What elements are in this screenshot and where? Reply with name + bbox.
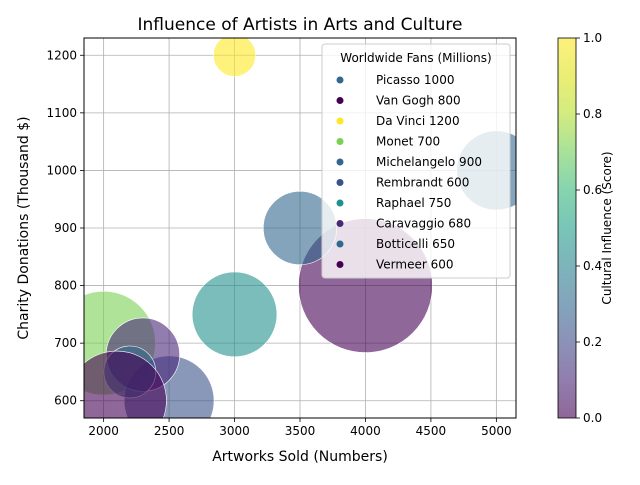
- colorbar-label: Cultural Influence (Score): [600, 151, 614, 304]
- legend-marker: [336, 76, 344, 84]
- colorbar-frame: [557, 37, 577, 419]
- legend: Worldwide Fans (Millions) Picasso 1000 Va…: [321, 43, 511, 279]
- legend-entry-label: Da Vinci 1200: [376, 114, 460, 128]
- colorbar-ticks: 0.0 0.2 0.4 0.6 0.8 1.0: [576, 31, 602, 425]
- legend-entry-label: Monet 700: [376, 135, 440, 149]
- y-axis-ticks: 600 700 800 900 1000 1100 1200: [46, 48, 84, 408]
- x-tick-label: 3000: [219, 424, 250, 438]
- y-tick-label: 1100: [46, 106, 77, 120]
- colorbar-tick-label: 0.8: [583, 107, 602, 121]
- legend-marker: [336, 138, 344, 145]
- x-axis-ticks: 2000 2500 3000 3500 4000 4500 5000: [88, 418, 512, 438]
- y-tick-label: 1000: [46, 163, 77, 177]
- chart-title: Influence of Artists in Arts and Culture: [137, 15, 462, 35]
- x-tick-label: 4500: [416, 424, 447, 438]
- legend-marker: [336, 158, 344, 166]
- legend-entry-label: Michelangelo 900: [376, 155, 482, 169]
- legend-marker: [336, 240, 344, 248]
- legend-title: Worldwide Fans (Millions): [340, 51, 491, 65]
- legend-entry-label: Vermeer 600: [376, 258, 454, 272]
- point-da-vinci: [213, 38, 257, 77]
- y-tick-label: 800: [54, 279, 77, 293]
- legend-entry-label: Raphael 750: [376, 196, 451, 210]
- colorbar-tick-label: 0.6: [583, 183, 602, 197]
- legend-entry-label: Caravaggio 680: [376, 217, 471, 231]
- legend-marker: [336, 199, 344, 207]
- y-tick-label: 1200: [46, 48, 77, 62]
- colorbar-tick-label: 0.2: [583, 335, 602, 349]
- y-axis-label: Charity Donations (Thousand $): [16, 116, 32, 339]
- legend-marker: [336, 117, 344, 125]
- x-tick-label: 4000: [350, 424, 381, 438]
- y-tick-label: 900: [54, 221, 77, 235]
- colorbar-gradient: [558, 38, 576, 418]
- x-axis-label: Artworks Sold (Numbers): [212, 449, 388, 465]
- colorbar: 0.0 0.2 0.4 0.6 0.8 1.0 Cultural Influence (S…: [557, 31, 614, 425]
- x-tick-label: 3500: [285, 424, 316, 438]
- y-tick-label: 700: [54, 336, 77, 350]
- x-tick-label: 2000: [88, 424, 119, 438]
- colorbar-tick-label: 0.0: [583, 411, 602, 425]
- y-tick-label: 600: [54, 394, 77, 408]
- legend-entry-label: Botticelli 650: [376, 237, 455, 251]
- legend-entry-label: Rembrandt 600: [376, 176, 469, 190]
- legend-marker: [336, 220, 344, 227]
- legend-entry-label: Picasso 1000: [376, 73, 454, 87]
- legend-entry-label: Van Gogh 800: [376, 94, 461, 108]
- colorbar-tick-label: 1.0: [583, 31, 602, 45]
- legend-marker: [336, 261, 344, 268]
- legend-marker: [336, 97, 344, 104]
- colorbar-tick-label: 0.4: [583, 259, 602, 273]
- legend-entries: Picasso 1000 Van Gogh 800 Da Vinci 1200 Mon…: [336, 73, 482, 272]
- legend-frame: [321, 43, 511, 279]
- x-tick-label: 2500: [154, 424, 185, 438]
- point-raphael: [191, 271, 278, 358]
- point-vermeer: [84, 350, 167, 418]
- x-tick-label: 5000: [481, 424, 512, 438]
- legend-marker: [336, 179, 344, 186]
